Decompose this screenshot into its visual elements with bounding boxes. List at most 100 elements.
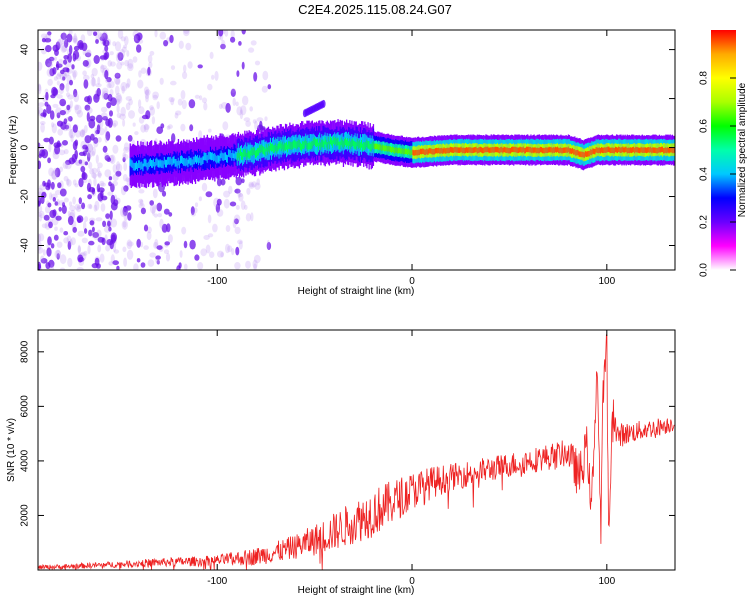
noise-blob [146,231,152,241]
ridge-cell [383,145,385,152]
ridge-cell [590,149,592,155]
noise-blob [83,79,89,89]
noise-blob [97,236,105,243]
ridge-cell [639,147,641,154]
noise-blob [91,167,98,174]
noise-blob [67,215,74,226]
ridge-cell [286,141,288,150]
noise-blob [38,142,41,151]
ridge-cell [208,151,211,160]
noise-blob [216,209,224,217]
noise-blob [100,190,104,199]
ridge-cell [386,146,388,152]
noise-blob [107,117,113,128]
ridge-cell [252,147,255,155]
ridge-cell [352,138,354,146]
ridge-cell [328,141,331,149]
noise-blob [156,259,160,265]
noise-blob [136,238,141,248]
ridge-cell [440,148,442,154]
ridge-cell [362,134,364,152]
noise-blob [123,185,129,192]
ridge-cell [246,152,248,161]
ridge-cell [204,152,206,161]
ridge-cell [148,159,151,168]
ridge-cell [284,143,287,151]
noise-blob [245,213,252,222]
noise-blob [169,34,174,44]
noise-blob [126,78,131,88]
ridge-cell [412,149,414,156]
ridge-cell [228,149,230,157]
noise-blob [106,157,112,163]
noise-blob [81,42,88,52]
ridge-cell [321,139,323,148]
noise-blob [86,107,93,114]
ridge-cell [247,149,249,158]
ridge-cell [559,147,561,154]
ridge-cell [365,141,367,150]
noise-blob [63,175,69,182]
noise-blob [72,37,78,43]
noise-blob [149,200,154,206]
ridge-cell [474,147,476,153]
ridge-cell [662,146,664,153]
noise-blob [56,39,62,49]
ridge-cell [437,148,439,154]
noise-blob [100,203,106,212]
ridge-cell [571,148,573,155]
ridge-cell [572,147,574,154]
noise-blob [240,105,247,116]
noise-blob [81,202,86,210]
colorbar: 0.0 0.2 0.4 0.6 0.8 Normalized spectral ampl… [699,30,748,277]
ridge-cell [514,146,516,153]
noise-blob [99,253,105,263]
noise-blob [48,143,52,153]
noise-blob [106,101,112,109]
noise-blob [87,194,92,200]
noise-blob [42,109,47,118]
noise-blob [47,157,51,164]
noise-blob [95,83,102,88]
ridge-cell [198,157,200,166]
ridge-cell [583,152,586,158]
noise-blob [125,96,132,101]
noise-blob [113,199,119,207]
ridge-cell [292,141,294,149]
noise-blob [66,179,72,187]
ridge-cell [476,148,478,154]
y-tick-label: 40 [20,44,31,56]
noise-blob [38,205,43,213]
noise-blob [122,221,127,228]
ridge-cell [453,147,455,153]
ridge-cell [239,148,242,156]
noise-blob [94,200,100,211]
spectrogram-frame [37,29,676,271]
noise-blob [209,251,215,258]
noise-blob [188,99,196,109]
ridge-cell [267,143,270,152]
noise-blob [239,109,244,120]
ridge-cell [409,149,411,156]
snr-frame [37,329,676,571]
ridge-cell [635,146,637,153]
noise-blob [56,120,64,127]
ridge-cell [577,149,579,156]
noise-blob [40,255,45,264]
ridge-cell [191,159,193,168]
noise-blob [103,226,111,233]
noise-blob [231,248,235,256]
noise-blob [166,125,171,130]
y-tick-label: -20 [20,189,31,204]
noise-blob [77,216,82,223]
ridge-cell [457,147,459,153]
ridge-cell [554,146,557,153]
ridge-cell [134,162,137,171]
noise-blob [82,60,89,67]
noise-blob [53,167,58,175]
noise-blob [194,207,198,214]
y-tick-label: 6000 [20,395,31,418]
ridge-cell [471,147,473,154]
ridge-cell [317,138,319,147]
ridge-cell [411,149,413,155]
